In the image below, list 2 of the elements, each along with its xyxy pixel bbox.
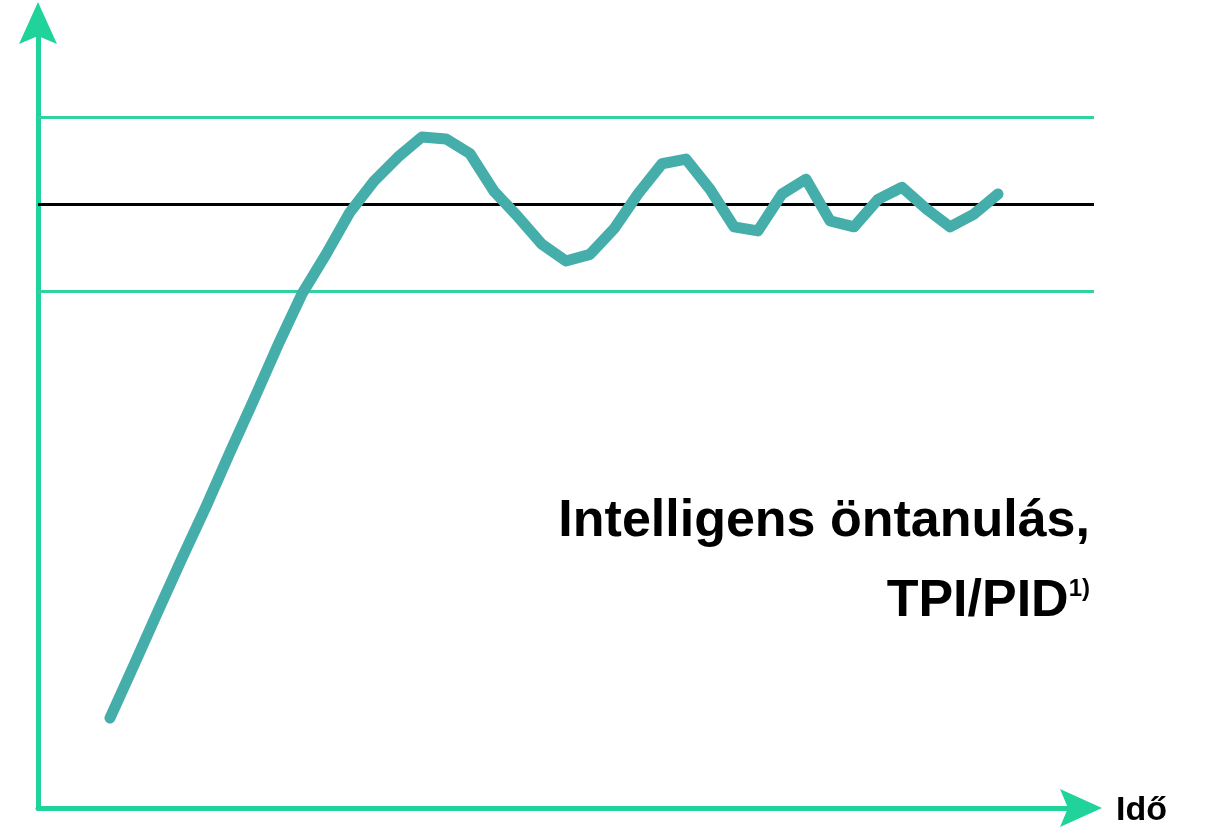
x-axis-title: Idő	[1116, 789, 1167, 827]
annotation: Intelligens öntanulás, TPI/PID$^{1)}$	[558, 488, 1090, 629]
